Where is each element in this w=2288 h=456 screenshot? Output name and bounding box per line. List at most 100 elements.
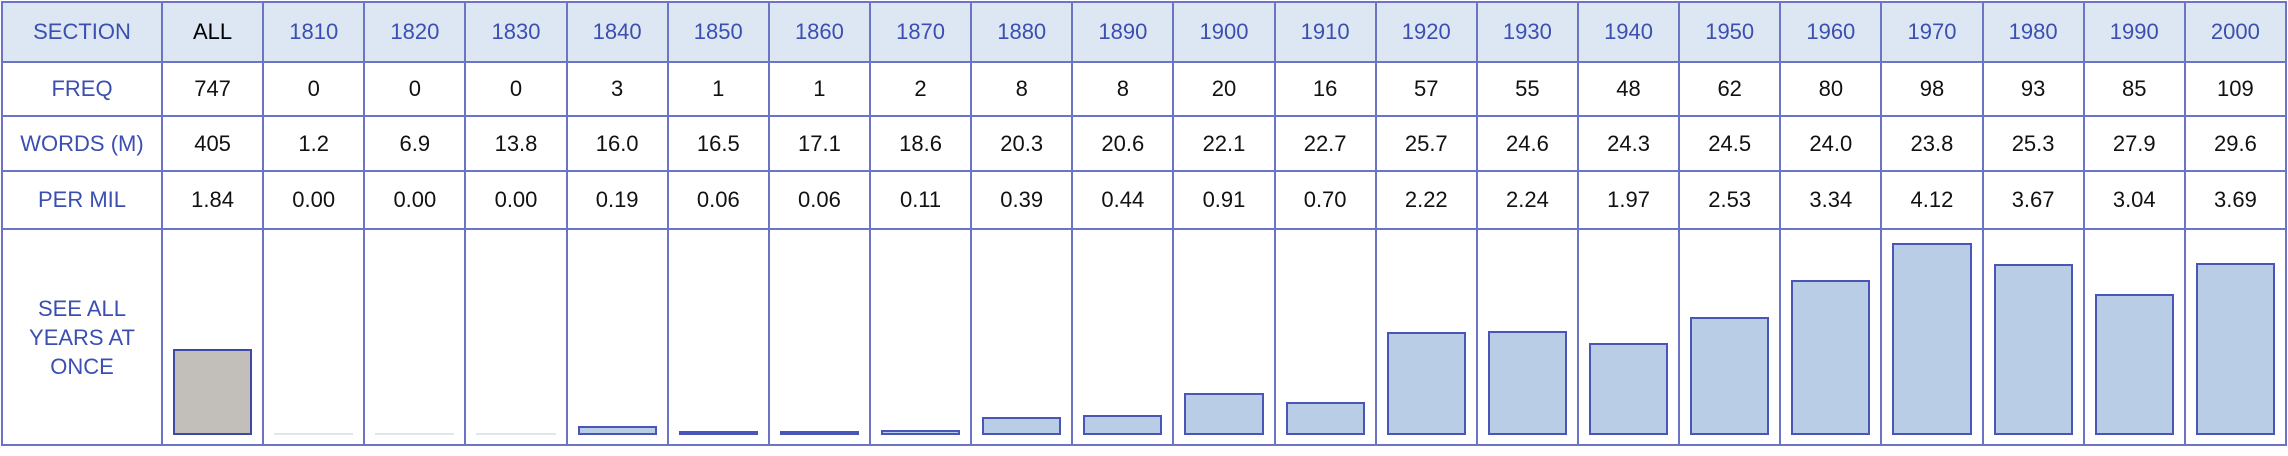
cell: 57 <box>1374 61 1478 117</box>
see-all-link[interactable]: SEE ALL YEARS AT ONCE <box>29 295 135 379</box>
section-header[interactable]: 1980 <box>1981 1 2085 63</box>
section-header[interactable]: 1930 <box>1475 1 1579 63</box>
section-header[interactable]: 1920 <box>1374 1 1478 63</box>
table-row: FREQ 747 0 0 0 3 1 1 2 8 8 20 16 57 55 48 62 80 98 93 85 109 <box>1 61 2288 117</box>
baseline <box>476 433 556 435</box>
bar[interactable] <box>1285 402 1365 435</box>
section-header[interactable]: 1830 <box>464 1 568 63</box>
cell: 55 <box>1475 61 1579 117</box>
cell: 24.5 <box>1678 115 1782 172</box>
section-header[interactable]: 1840 <box>565 1 669 63</box>
cell: 85 <box>2082 61 2186 117</box>
section-header[interactable]: 1850 <box>666 1 770 63</box>
cell: 2.53 <box>1678 170 1782 230</box>
bar[interactable] <box>1184 392 1264 435</box>
section-header[interactable]: 1860 <box>767 1 871 63</box>
bar-cell <box>1172 228 1276 446</box>
bar[interactable] <box>1083 414 1163 435</box>
bar-cell <box>464 228 568 446</box>
row-header[interactable]: SECTION <box>1 1 163 63</box>
row-header[interactable]: SEE ALL YEARS AT ONCE <box>1 228 163 446</box>
section-header[interactable]: 1990 <box>2082 1 2186 63</box>
cell: 0.00 <box>464 170 568 230</box>
bar[interactable] <box>1588 343 1669 435</box>
bar-cell <box>1273 228 1377 446</box>
bar-cell <box>666 228 770 446</box>
frequency-table: SECTION ALL 1810 1820 1830 1840 1850 1860 1870 18… <box>1 1 2288 446</box>
section-header[interactable]: 1960 <box>1779 1 1883 63</box>
bar[interactable] <box>1791 279 1871 435</box>
cell: 24.3 <box>1576 115 1681 172</box>
bar-cell <box>1981 228 2085 446</box>
bar[interactable] <box>1892 243 1972 435</box>
cell: 0.19 <box>565 170 669 230</box>
bar[interactable] <box>173 349 253 435</box>
section-header[interactable]: 1880 <box>970 1 1074 63</box>
cell: 8 <box>1071 61 1175 117</box>
cell: 0 <box>262 61 366 117</box>
section-header[interactable]: 1890 <box>1071 1 1175 63</box>
cell: 93 <box>1981 61 2085 117</box>
cell: 405 <box>160 115 265 172</box>
bar[interactable] <box>2094 293 2174 435</box>
cell: 25.7 <box>1374 115 1478 172</box>
cell: 1.2 <box>262 115 366 172</box>
bar[interactable] <box>982 416 1062 435</box>
cell: 20.6 <box>1071 115 1175 172</box>
section-header[interactable]: 1810 <box>262 1 366 63</box>
row-header: FREQ <box>1 61 163 117</box>
bar-cell <box>262 228 366 446</box>
bar-cell <box>1576 228 1681 446</box>
bar-cell <box>1071 228 1175 446</box>
table-row: SECTION ALL 1810 1820 1830 1840 1850 1860 1870 18… <box>1 1 2288 63</box>
baseline <box>274 433 354 435</box>
bar[interactable] <box>1993 264 2073 435</box>
section-header[interactable]: 1940 <box>1576 1 1681 63</box>
cell: 3 <box>565 61 669 117</box>
cell: 1 <box>666 61 770 117</box>
cell: 20.3 <box>970 115 1074 172</box>
cell: 0.06 <box>666 170 770 230</box>
section-header[interactable]: 1900 <box>1172 1 1276 63</box>
section-header: ALL <box>160 1 265 63</box>
cell: 0 <box>464 61 568 117</box>
bar[interactable] <box>779 431 859 435</box>
cell: 22.7 <box>1273 115 1377 172</box>
bar-cell <box>565 228 669 446</box>
cell: 29.6 <box>2183 115 2288 172</box>
cell: 2.22 <box>1374 170 1478 230</box>
cell: 1 <box>767 61 871 117</box>
bar[interactable] <box>577 426 657 435</box>
cell: 3.34 <box>1779 170 1883 230</box>
section-header[interactable]: 1820 <box>363 1 467 63</box>
section-header[interactable]: 1970 <box>1880 1 1984 63</box>
cell: 13.8 <box>464 115 568 172</box>
cell: 109 <box>2183 61 2288 117</box>
bar[interactable] <box>2195 263 2275 435</box>
bar-cell <box>1779 228 1883 446</box>
cell: 80 <box>1779 61 1883 117</box>
bar-cell <box>1880 228 1984 446</box>
section-header[interactable]: 1870 <box>868 1 973 63</box>
bar-cell <box>970 228 1074 446</box>
cell: 3.69 <box>2183 170 2288 230</box>
bar[interactable] <box>678 431 758 435</box>
cell: 62 <box>1678 61 1782 117</box>
bar[interactable] <box>1487 330 1567 435</box>
cell: 17.1 <box>767 115 871 172</box>
bar-cell <box>2082 228 2186 446</box>
bar[interactable] <box>1386 331 1466 435</box>
table-row: PER MIL 1.84 0.00 0.00 0.00 0.19 0.06 0.06 0.11 0… <box>1 170 2288 230</box>
bar-cell <box>1374 228 1478 446</box>
cell: 0.39 <box>970 170 1074 230</box>
cell: 16.5 <box>666 115 770 172</box>
section-header[interactable]: 2000 <box>2183 1 2288 63</box>
bar-cell <box>2183 228 2288 446</box>
section-header[interactable]: 1910 <box>1273 1 1377 63</box>
bar-cell <box>363 228 467 446</box>
section-header[interactable]: 1950 <box>1678 1 1782 63</box>
cell: 6.9 <box>363 115 467 172</box>
bar[interactable] <box>1690 317 1770 435</box>
bar[interactable] <box>880 429 961 435</box>
cell: 0.91 <box>1172 170 1276 230</box>
